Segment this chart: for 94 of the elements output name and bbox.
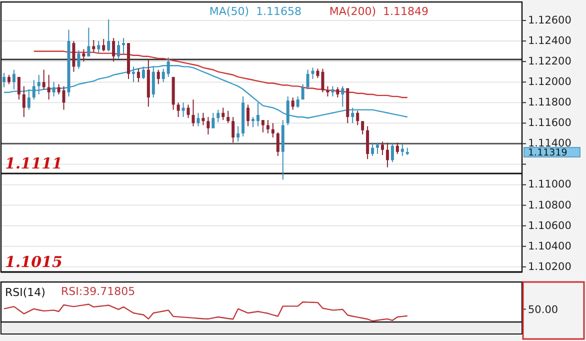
- candlestick: [196, 112, 200, 127]
- candlestick: [57, 84, 60, 95]
- candlestick: [361, 120, 364, 135]
- candlestick: [156, 69, 160, 85]
- y-tick-label: 1.10800: [528, 199, 572, 212]
- candlestick: [316, 68, 320, 78]
- candlestick: [176, 102, 180, 118]
- candlestick: [341, 86, 344, 108]
- candlestick: [291, 96, 294, 110]
- candlestick: [37, 74, 40, 95]
- text: MA(200) 1.11849: [329, 5, 428, 18]
- candlestick: [112, 37, 116, 62]
- candlestick: [42, 69, 46, 90]
- candlestick: [326, 86, 330, 97]
- candlestick: [122, 37, 126, 55]
- ref-line-label: 1.1015: [5, 253, 62, 271]
- candlestick: [47, 74, 50, 100]
- y-tick-label: 1.12000: [528, 76, 572, 88]
- text: 1.11319: [528, 147, 568, 158]
- text: MA(50) 1.11658: [209, 5, 302, 18]
- candlestick: [142, 66, 145, 80]
- candlestick: [400, 143, 404, 156]
- candlestick: [82, 48, 86, 62]
- candlestick: [286, 96, 290, 126]
- candlestick: [371, 142, 374, 156]
- candlestick: [232, 116, 235, 144]
- candlestick: [222, 107, 225, 121]
- candlestick: [132, 66, 135, 83]
- candlestick: [2, 72, 6, 88]
- y-tick-label: 1.12200: [528, 56, 572, 68]
- candlestick: [386, 142, 389, 168]
- candlestick: [202, 112, 205, 126]
- ref-line-label: 1.1111: [5, 154, 62, 172]
- y-tick-label: 1.12600: [528, 14, 572, 26]
- candlestick: [380, 141, 384, 156]
- candlestick: [192, 99, 195, 127]
- y-tick-label: 1.10600: [528, 220, 572, 232]
- candlestick: [136, 68, 140, 83]
- candlestick: [306, 69, 310, 90]
- candlestick: [92, 39, 96, 53]
- candlestick: [152, 66, 155, 98]
- candlestick: [107, 18, 110, 52]
- candlestick: [256, 102, 260, 127]
- candlestick: [182, 102, 185, 118]
- text: 50.00: [528, 304, 558, 316]
- y-tick-label: 1.11400: [528, 138, 572, 150]
- candlestick: [376, 142, 379, 154]
- candlestick: [301, 84, 304, 100]
- candlestick: [321, 68, 324, 93]
- chart-title: RSI(14): [5, 286, 46, 299]
- candlestick: [77, 50, 80, 70]
- candlestick: [212, 112, 215, 129]
- candlestick: [102, 38, 106, 52]
- candlestick: [331, 86, 334, 97]
- y-tick-label: 1.12400: [528, 35, 572, 48]
- candlestick: [166, 56, 170, 78]
- candlestick: [366, 126, 370, 160]
- candlestick: [97, 40, 100, 54]
- candlestick: [390, 142, 394, 163]
- y-tick-label: 1.11600: [528, 117, 572, 130]
- candlestick: [186, 104, 190, 119]
- candlestick: [72, 40, 76, 72]
- candlestick: [7, 74, 10, 85]
- y-tick-label: 1.10400: [528, 240, 572, 252]
- candlestick: [22, 86, 26, 118]
- candlestick: [206, 116, 210, 135]
- candlestick: [396, 142, 399, 154]
- candlestick: [296, 96, 300, 108]
- candlestick: [252, 116, 254, 128]
- candlestick: [356, 110, 360, 126]
- y-tick-label: 1.11800: [528, 96, 572, 109]
- candlestick: [216, 109, 220, 123]
- y-tick-label: 1.10200: [528, 260, 572, 273]
- candlestick: [236, 126, 240, 142]
- candlestick: [17, 76, 20, 100]
- candlestick: [87, 27, 90, 57]
- candlestick: [62, 86, 66, 110]
- candlestick: [271, 122, 274, 138]
- candlestick: [12, 69, 16, 90]
- series-label: RSI:39.71805: [61, 285, 136, 298]
- candlestick: [276, 132, 280, 156]
- candlestick: [52, 82, 56, 97]
- candlestick: [266, 120, 270, 134]
- candlestick: [32, 80, 36, 100]
- candlestick: [351, 107, 354, 124]
- candlestick: [162, 68, 165, 83]
- candlestick: [246, 104, 250, 127]
- candlestick: [311, 67, 314, 80]
- candlestick: [117, 40, 120, 59]
- y-tick-label: 1.11000: [528, 178, 572, 191]
- candlestick: [27, 88, 30, 110]
- candlestick: [261, 120, 264, 133]
- candlestick: [226, 110, 230, 124]
- candlestick: [336, 86, 340, 98]
